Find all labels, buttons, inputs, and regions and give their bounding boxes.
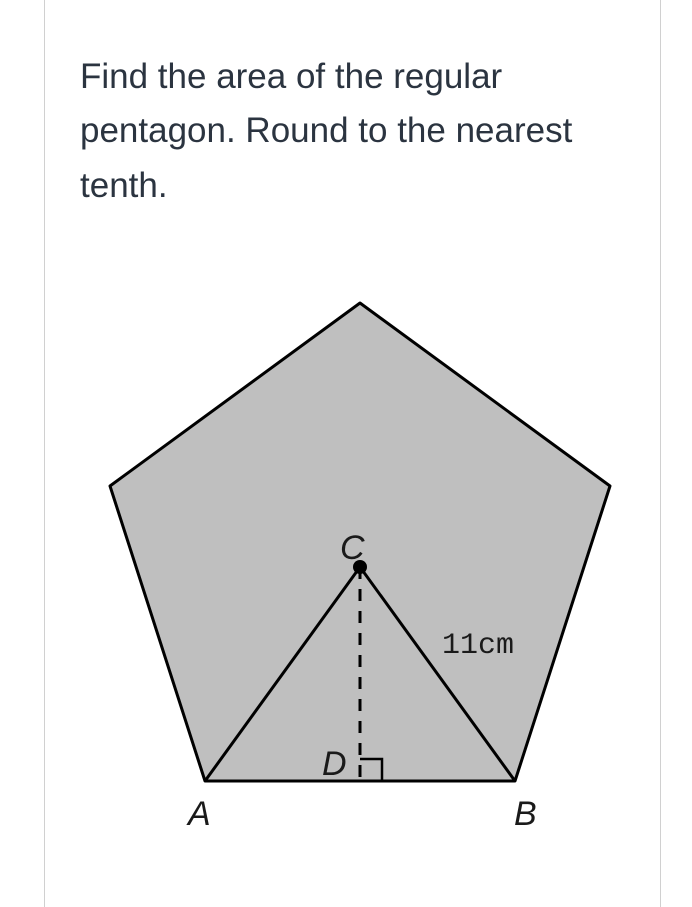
label-d: D	[322, 745, 347, 783]
label-b: B	[514, 795, 537, 833]
pentagon-figure: C D A B 11cm	[80, 273, 640, 833]
right-margin-rule	[660, 0, 661, 907]
label-a: A	[186, 795, 211, 833]
label-radius-length: 11cm	[442, 629, 514, 663]
label-c: C	[340, 529, 365, 567]
content-area: Find the area of the regular pentagon. R…	[80, 50, 640, 833]
figure-container: C D A B 11cm	[80, 273, 640, 833]
left-margin-rule	[44, 0, 45, 907]
question-text: Find the area of the regular pentagon. R…	[80, 50, 640, 213]
